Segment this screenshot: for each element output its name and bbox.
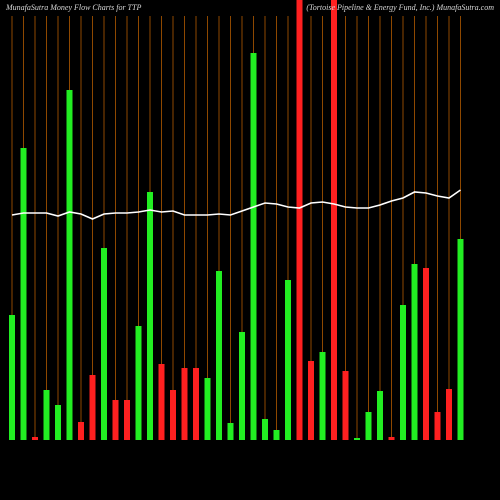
bar [89,375,96,440]
bar [43,390,50,440]
bar [193,368,199,440]
bar [423,268,429,440]
bar [55,405,61,440]
chart-title: MunafaSutra Money Flow Charts for TTP [5,3,141,12]
bar [181,368,188,440]
chart-subtitle: (Tortoise Pipeline & Energy Fund, Inc.) … [306,3,494,12]
bar [9,315,15,440]
bar [342,371,349,440]
bar [147,192,153,440]
bar [457,239,464,440]
bar [354,438,360,440]
bar [331,0,337,440]
bar [434,412,441,440]
bar [319,352,326,440]
bar [101,248,107,440]
bar [170,390,176,440]
bar [273,430,280,440]
bar [388,437,395,440]
bar [377,391,383,440]
bar [78,422,84,440]
bar [158,364,165,440]
bar [66,90,73,440]
bar [204,378,211,440]
bar [216,271,222,440]
bar [365,412,372,440]
bar [20,148,27,440]
bar [411,264,418,440]
bar [239,332,245,440]
bar [250,53,257,440]
bar [308,361,314,440]
bar [135,326,142,440]
bar [227,423,234,440]
bar [400,305,406,440]
bar [262,419,268,440]
bar [124,400,130,440]
bar [285,280,291,440]
bar [112,400,119,440]
bar [296,0,303,440]
money-flow-line [11,189,461,220]
bar [446,389,452,440]
bar [32,437,38,440]
